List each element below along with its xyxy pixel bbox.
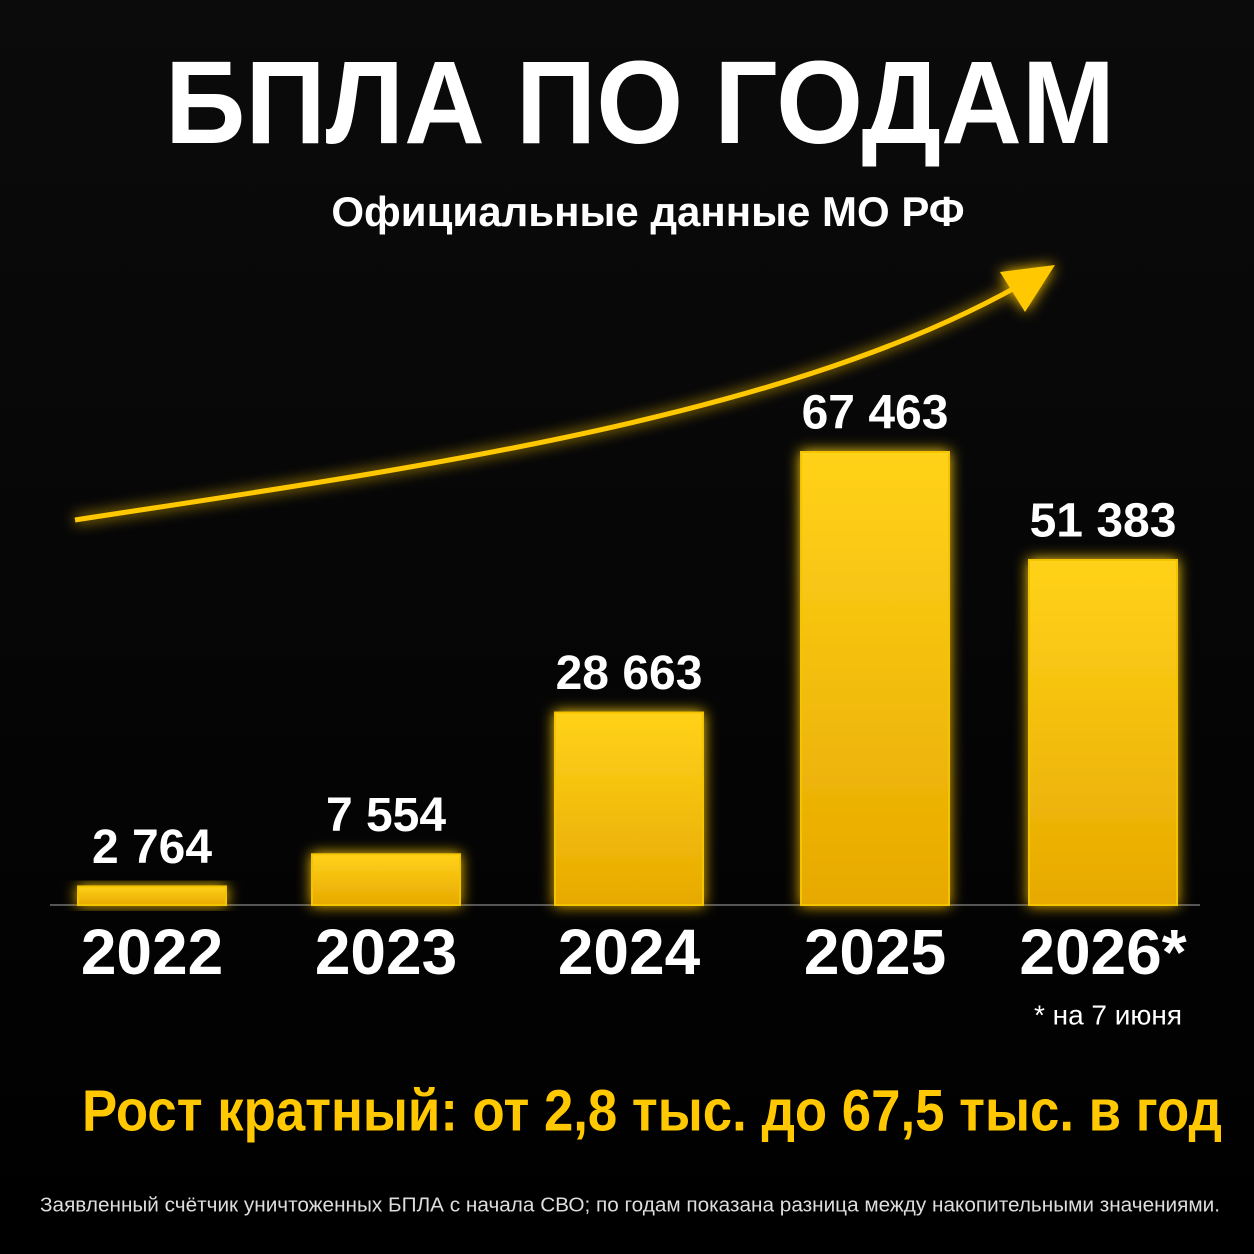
chart-title: БПЛА ПО ГОДАМ (165, 37, 1115, 169)
x-tick-label: 2025 (804, 916, 946, 988)
x-tick-label: 2026* (1019, 916, 1186, 988)
trend-arrow-head (1000, 265, 1055, 312)
bar (1028, 558, 1178, 907)
value-label: 2 764 (92, 821, 212, 874)
x-tick-label: 2024 (558, 916, 701, 988)
bar (554, 711, 704, 907)
trend-arrow (74, 282, 1022, 523)
value-label: 67 463 (802, 387, 949, 440)
bar (311, 853, 461, 907)
x-tick-label: 2023 (315, 916, 457, 988)
x-tick-label: 2022 (81, 916, 223, 988)
value-label: 51 383 (1030, 495, 1177, 548)
value-label: 28 663 (556, 647, 703, 700)
bar (77, 885, 227, 906)
note: * на 7 июня (1034, 999, 1182, 1030)
summary: Рост кратный: от 2,8 тыс. до 67,5 тыс. в… (82, 1078, 1222, 1143)
value-label: 7 554 (326, 789, 446, 842)
chart-subtitle: Официальные данные МО РФ (331, 188, 964, 235)
bar (800, 451, 950, 906)
footnote: Заявленный счётчик уничтоженных БПЛА с н… (40, 1194, 1220, 1216)
